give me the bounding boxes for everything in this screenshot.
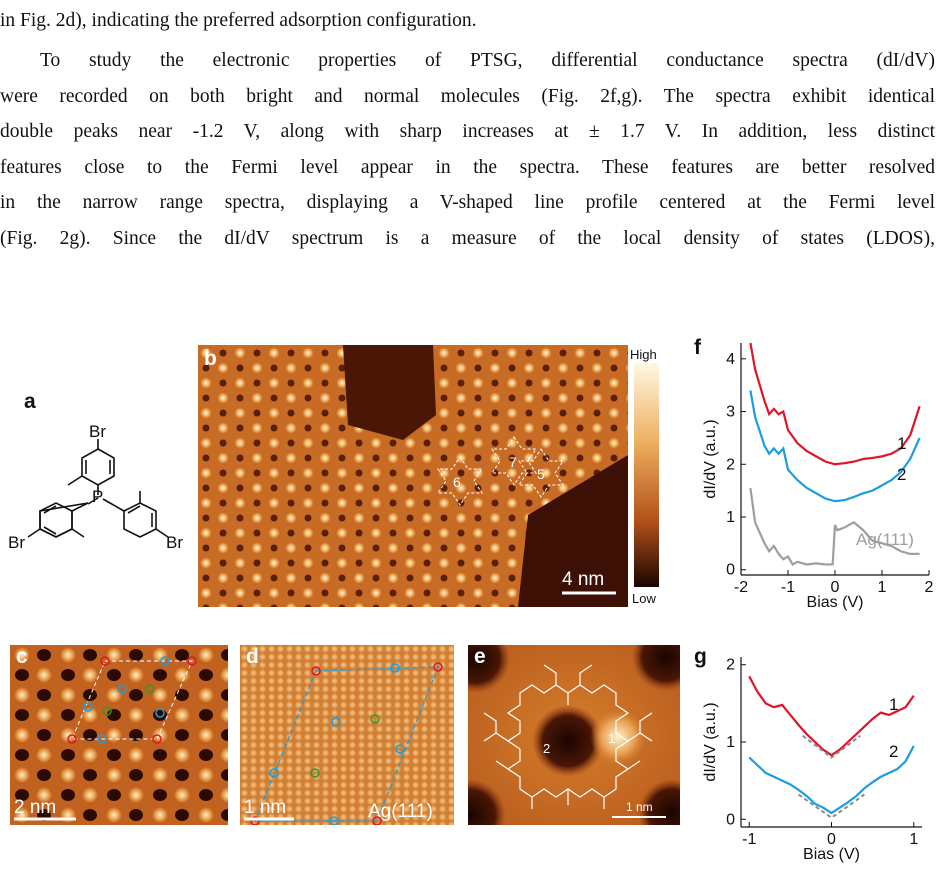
substrate-label: Ag(111): [368, 801, 433, 822]
series-label: 1: [889, 695, 898, 714]
x-tick-label: -2: [734, 579, 748, 596]
series-line: [748, 675, 915, 757]
colorbar-low: Low: [632, 591, 656, 606]
chart-f: -2 -1 0 1 2 0 1 2 3 4 Bias (V) dI/dV (a.u.) 1 2 Ag(111…: [702, 342, 934, 611]
scale-bar-label: 4 nm: [562, 569, 604, 590]
p-label: P: [92, 487, 103, 506]
series-line: [748, 745, 915, 815]
text-line: were recorded on both bright and normal …: [0, 85, 935, 107]
scale-bar-label: 1 nm: [244, 797, 286, 818]
stm-image-e: 2 1 1 nm: [468, 645, 680, 825]
y-tick-label: 1: [726, 734, 735, 751]
series-label: 2: [897, 465, 906, 484]
series-line: [749, 487, 920, 566]
y-tick-label: 2: [726, 456, 735, 473]
x-tick-label: 0: [831, 579, 840, 596]
x-axis-label: Bias (V): [807, 594, 864, 611]
marker-1: 1: [608, 731, 615, 746]
colorbar: High Low: [630, 347, 659, 606]
v-fit-line: [802, 735, 861, 759]
text-line: in the narrow range spectra, displaying …: [0, 192, 935, 213]
x-axis-label: Bias (V): [803, 846, 860, 863]
panel-label-b: b: [204, 347, 217, 370]
scale-bar-label: 2 nm: [14, 797, 56, 818]
x-tick-label: -1: [781, 579, 795, 596]
series-label: 2: [889, 742, 898, 761]
stm-image-b: 6 7 5 4 nm: [198, 345, 628, 607]
text-line-0: in Fig. 2d), indicating the preferred ad…: [0, 3, 935, 39]
br-label: Br: [166, 533, 183, 552]
series-label: Ag(111): [856, 530, 914, 549]
x-tick-label: 0: [827, 831, 836, 848]
paragraph: To study the electronic properties of PT…: [0, 43, 935, 256]
stm-image-c: 2 nm: [10, 645, 228, 825]
marker-6: 6: [453, 474, 461, 490]
x-tick-label: 1: [878, 579, 887, 596]
text-line: double peaks near -1.2 V, along with sha…: [0, 121, 935, 142]
stm-image-d: 1 nm Ag(111): [240, 645, 454, 825]
panel-label-a: a: [24, 390, 36, 413]
y-tick-label: 3: [726, 404, 735, 421]
panel-label-c: c: [16, 645, 28, 668]
y-tick-label: 1: [726, 509, 735, 526]
scale-bar-label: 1 nm: [626, 800, 653, 814]
panel-label-e: e: [474, 645, 486, 668]
y-tick-label: 0: [726, 811, 735, 828]
series-line: [749, 390, 921, 503]
text-line: To study the electronic properties of PT…: [40, 50, 935, 71]
x-tick-label: 1: [909, 831, 918, 848]
br-label: Br: [89, 425, 106, 441]
x-tick-label: -1: [742, 831, 756, 848]
y-axis-label: dI/dV (a.u.): [702, 702, 719, 781]
marker-2: 2: [543, 741, 550, 756]
y-axis-label: dI/dV (a.u.): [702, 419, 719, 498]
br-label: Br: [8, 533, 25, 552]
y-tick-label: 4: [726, 351, 735, 368]
molecule-structure: Br P Br Br: [8, 425, 183, 552]
panel-label-f: f: [694, 336, 701, 359]
colorbar-high: High: [630, 347, 657, 362]
marker-7: 7: [509, 454, 517, 470]
y-tick-label: 2: [726, 657, 735, 674]
y-tick-label: 0: [726, 562, 735, 579]
marker-5: 5: [537, 466, 545, 482]
panel-label-d: d: [246, 645, 259, 668]
text-line: (Fig. 2g). Since the dI/dV spectrum is a…: [0, 227, 935, 249]
text-line: features close to the Fermi level appear…: [0, 156, 935, 178]
panel-label-g: g: [694, 645, 707, 668]
series-label: 1: [897, 434, 906, 453]
series-line: [749, 342, 921, 466]
x-tick-label: 2: [925, 579, 934, 596]
text-line: in Fig. 2d), indicating the preferred ad…: [0, 10, 477, 31]
chart-g: -1 0 1 0 1 2 Bias (V) dI/dV (a.u.) 1 2: [702, 657, 922, 863]
